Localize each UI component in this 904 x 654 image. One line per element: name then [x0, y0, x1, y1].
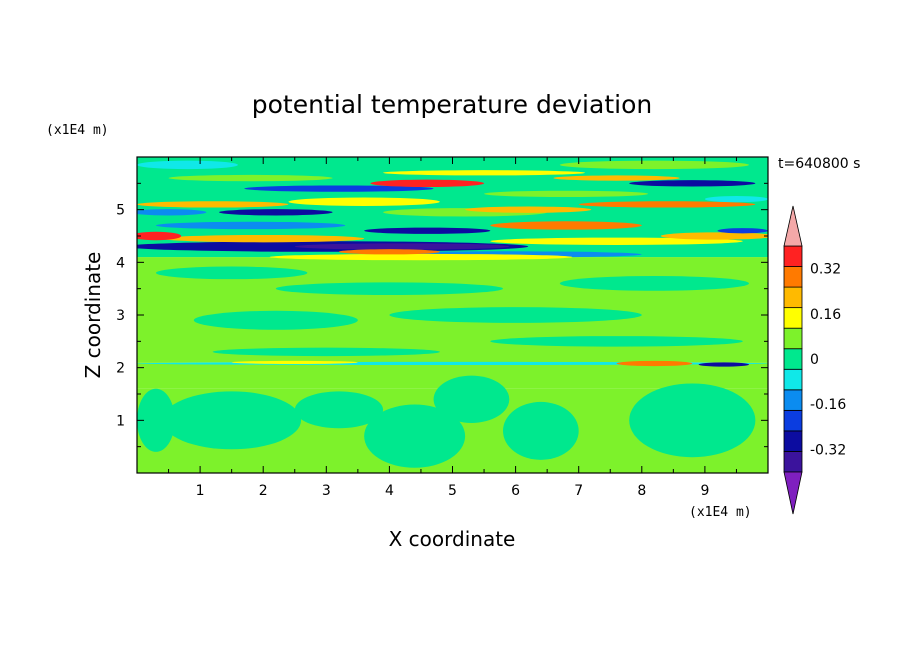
- field-blob-39: [370, 179, 485, 188]
- x-axis: 1 2 3 4 5 6 7 8 9: [136, 157, 769, 499]
- colorbar-swatch: [783, 245, 803, 267]
- field-blob-4: [502, 401, 579, 460]
- chart-title: potential temperature deviation: [252, 90, 652, 119]
- colorbar-swatch: [783, 409, 803, 432]
- colorbar-top-arrow: [783, 205, 803, 247]
- time-label: t=640800 s: [778, 156, 860, 172]
- x-tick-label: 1: [196, 483, 205, 499]
- y-tick-label: 5: [116, 203, 125, 219]
- y-axis: 1 2 3 4 5: [116, 156, 768, 474]
- colorbar-swatch: [783, 451, 803, 473]
- field-blob-1: [294, 391, 384, 429]
- field-blob-6: [137, 388, 175, 452]
- y-unit-label: (x1E4 m): [46, 123, 109, 138]
- field-blob-46: [559, 160, 750, 170]
- colorbar-swatch: [783, 286, 803, 309]
- field-blob-44: [383, 170, 586, 176]
- colorbar-label: 0.32: [810, 262, 841, 278]
- field-blob-19: [294, 243, 510, 250]
- field-blob-47: [704, 195, 768, 203]
- colorbar-swatch: [783, 368, 803, 391]
- y-tick-label: 2: [116, 361, 125, 377]
- field-blob-7: [193, 310, 358, 330]
- field-blob-8: [389, 307, 642, 323]
- field-blob-27: [490, 237, 743, 245]
- colorbar-label: 0.16: [810, 307, 841, 323]
- field-blob-15: [231, 360, 358, 364]
- field-blob-2: [364, 404, 466, 468]
- field-blob-29: [717, 228, 768, 234]
- y-tick-label: 4: [116, 255, 125, 271]
- field-blob-38: [244, 185, 434, 192]
- field-blob-45: [137, 160, 238, 170]
- field-blob-40: [484, 190, 649, 198]
- field-blob-41: [629, 180, 756, 187]
- colorbar: 0.32 0.16 0 -0.16 -0.32: [783, 205, 846, 515]
- field-blob-10: [559, 276, 750, 291]
- field-blob-22: [269, 253, 573, 261]
- x-tick-label: 8: [637, 483, 646, 499]
- field-blob-5: [629, 383, 756, 458]
- colorbar-label: 0: [810, 352, 819, 368]
- field-blob-26: [364, 227, 491, 234]
- field-blob-9: [275, 282, 503, 295]
- field-blob-36: [465, 206, 592, 213]
- x-unit-label: (x1E4 m): [689, 505, 752, 520]
- field-blob-3: [433, 375, 510, 423]
- field-blob-24: [338, 249, 440, 255]
- colorbar-swatch: [783, 389, 803, 411]
- field-blob-0: [162, 391, 302, 450]
- colorbar-swatch: [783, 430, 803, 452]
- plot-area: [137, 157, 768, 473]
- field-blob-33: [219, 209, 333, 216]
- field-blob-30: [490, 221, 642, 230]
- x-axis-label: X coordinate: [389, 527, 516, 551]
- field-blob-17: [698, 362, 750, 367]
- colorbar-swatch: [783, 307, 803, 329]
- x-tick-label: 2: [259, 483, 268, 499]
- field-blob-11: [155, 266, 308, 280]
- y-axis-label: Z coordinate: [81, 252, 105, 379]
- colorbar-label: -0.16: [810, 397, 846, 413]
- x-tick-label: 3: [322, 483, 331, 499]
- x-tick-label: 6: [511, 483, 520, 499]
- field-blob-42: [553, 175, 680, 181]
- field-blob-31: [137, 201, 289, 208]
- x-tick-label: 4: [385, 483, 394, 499]
- colorbar-bottom-arrow: [783, 471, 803, 515]
- field-blob-16: [616, 360, 693, 367]
- field-blob-25: [155, 221, 346, 230]
- field-blob-37: [578, 201, 756, 208]
- colorbar-swatch: [783, 266, 803, 288]
- field-blob-43: [168, 174, 333, 182]
- field-blob-28: [660, 232, 768, 240]
- colorbar-swatch: [783, 348, 803, 370]
- x-tick-label: 5: [448, 483, 457, 499]
- y-tick-label: 3: [116, 308, 125, 324]
- field-blob-32: [288, 197, 440, 206]
- field-blob-13: [212, 347, 440, 357]
- colorbar-swatch: [783, 327, 803, 350]
- field-blob-23: [137, 231, 182, 241]
- colorbar-label: -0.32: [810, 442, 846, 458]
- field-blob-12: [490, 336, 743, 347]
- x-tick-label: 7: [574, 483, 583, 499]
- field-blob-34: [137, 209, 207, 216]
- x-tick-label: 9: [700, 483, 709, 499]
- y-tick-label: 1: [116, 413, 125, 429]
- field-blob-21: [162, 234, 365, 243]
